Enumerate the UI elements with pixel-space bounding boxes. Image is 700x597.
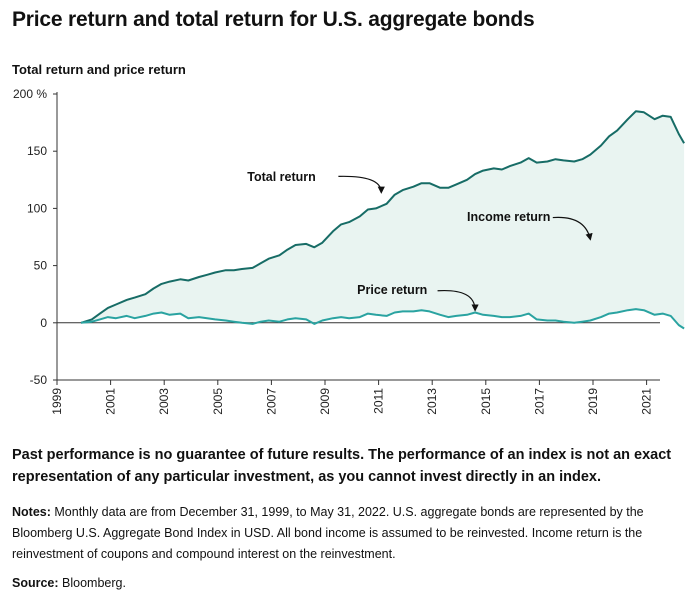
y-tick-label: 0 bbox=[40, 316, 47, 330]
source-label: Source: bbox=[12, 576, 59, 590]
total-return-arrow bbox=[338, 175, 385, 194]
x-tick-label: 2007 bbox=[264, 388, 278, 415]
chart-line-layer bbox=[80, 110, 685, 330]
notes-label: Notes: bbox=[12, 505, 51, 519]
y-tick-label: 100 bbox=[27, 201, 47, 215]
page-title: Price return and total return for U.S. a… bbox=[12, 8, 535, 31]
total-return-label: Total return bbox=[247, 170, 316, 184]
x-tick-label: 1999 bbox=[50, 388, 64, 415]
price-return-arrow bbox=[437, 289, 479, 312]
y-tick-label: 50 bbox=[34, 259, 48, 273]
x-tick-label: 2009 bbox=[318, 388, 332, 415]
income-return-label: Income return bbox=[467, 210, 550, 224]
x-tick-label: 2001 bbox=[104, 388, 118, 415]
y-tick-label: 150 bbox=[27, 144, 47, 158]
x-tick-label: 2003 bbox=[157, 388, 171, 415]
source-body: Bloomberg. bbox=[62, 576, 126, 590]
chart-subtitle: Total return and price return bbox=[12, 62, 186, 77]
chart-annotation-layer: Total return Income return Price return bbox=[247, 170, 593, 312]
x-tick-label: 2005 bbox=[211, 388, 225, 415]
x-tick-label: 2019 bbox=[586, 388, 600, 415]
x-tick-label: 2015 bbox=[479, 388, 493, 415]
price-return-line bbox=[80, 308, 685, 330]
disclaimer-text: Past performance is no guarantee of futu… bbox=[12, 447, 672, 485]
chart-area-layer bbox=[81, 111, 685, 329]
notes-body: Monthly data are from December 31, 1999,… bbox=[12, 505, 644, 561]
y-tick-label: -50 bbox=[30, 373, 48, 387]
income-return-area bbox=[81, 111, 685, 329]
x-tick-label: 2011 bbox=[372, 388, 386, 414]
x-tick-label: 2017 bbox=[532, 388, 546, 415]
source-text: Source: Bloomberg. bbox=[12, 576, 126, 590]
notes-text: Notes: Monthly data are from December 31… bbox=[12, 502, 690, 565]
x-tick-label: 2013 bbox=[425, 388, 439, 415]
x-tick-label: 2021 bbox=[640, 388, 654, 415]
total-return-line bbox=[80, 110, 685, 324]
y-tick-label: 200 % bbox=[13, 87, 47, 101]
income-return-arrow bbox=[552, 216, 593, 241]
price-return-label: Price return bbox=[357, 283, 427, 297]
